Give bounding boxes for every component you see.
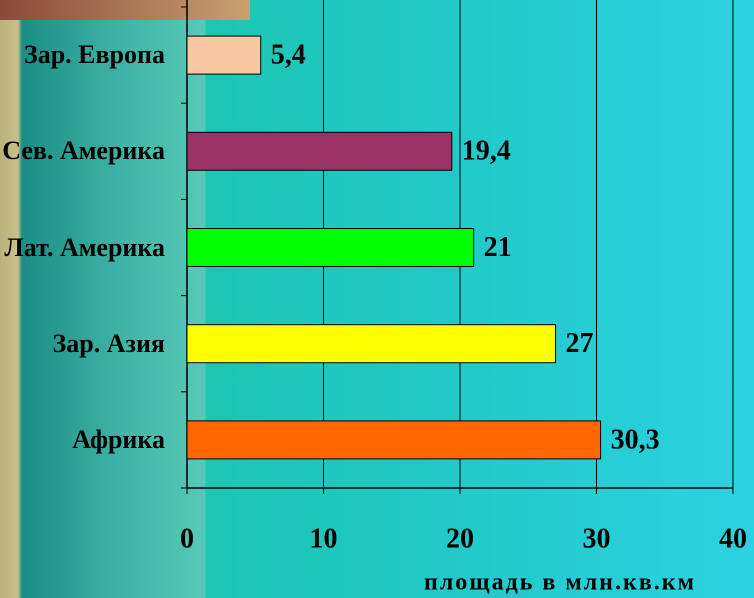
x-tick-label: 10: [310, 523, 338, 554]
y-tick-label: Африка: [0, 425, 165, 455]
y-tick-label: Лат. Америка: [0, 233, 165, 263]
x-tick-label: 40: [719, 523, 747, 554]
x-tick-label: 20: [446, 523, 474, 554]
data-label: 19,4: [462, 136, 511, 167]
bar: [187, 132, 452, 170]
data-label: 5,4: [271, 40, 306, 71]
page: площадь в млн.кв.км 0 10 20 30 40 5,4 19,4 21 27…: [0, 0, 754, 598]
x-tick-label: 30: [583, 523, 611, 554]
x-tick-label: 0: [180, 523, 194, 554]
y-tick-label: Зар. Азия: [0, 329, 165, 359]
bar: [187, 229, 474, 267]
x-axis-label: площадь в млн.кв.км: [424, 570, 696, 596]
data-label: 30,3: [611, 424, 660, 455]
y-tick-label: Сев. Америка: [0, 136, 165, 166]
chart: площадь в млн.кв.км 0 10 20 30 40 5,4 19,4 21 27…: [0, 0, 754, 598]
bar: [187, 325, 556, 363]
data-label: 21: [484, 232, 512, 263]
data-label: 27: [566, 328, 594, 359]
y-tick-label: Зар. Европа: [0, 40, 165, 70]
bar: [187, 421, 601, 459]
bar: [187, 36, 261, 74]
